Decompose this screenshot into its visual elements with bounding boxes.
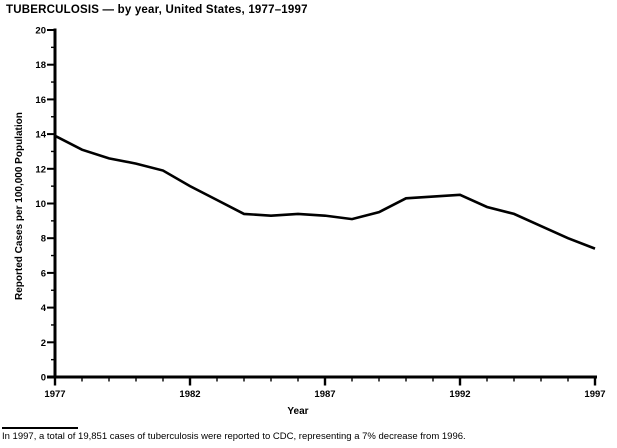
x-tick-label: 1997	[584, 389, 605, 400]
y-tick-label: 16	[35, 95, 46, 106]
y-tick-label: 4	[41, 303, 47, 314]
footnote-rule	[2, 427, 78, 429]
y-tick-label: 18	[35, 60, 46, 71]
footnote-text: In 1997, a total of 19,851 cases of tube…	[2, 431, 466, 442]
y-tick-label: 8	[41, 234, 46, 245]
y-tick-label: 0	[41, 373, 46, 384]
chart-title: TUBERCULOSIS — by year, United States, 1…	[6, 4, 308, 16]
y-tick-label: 10	[35, 199, 46, 210]
x-tick-label: 1977	[44, 389, 65, 400]
y-tick-label: 20	[35, 26, 46, 37]
x-tick-label: 1992	[449, 389, 470, 400]
y-tick-label: 6	[41, 268, 46, 279]
x-axis-label: Year	[287, 406, 309, 417]
y-tick-label: 14	[35, 130, 46, 141]
y-tick-label: 2	[41, 338, 46, 349]
y-tick-label: 12	[35, 164, 46, 175]
x-tick-label: 1982	[179, 389, 200, 400]
tb-rate-series-line	[54, 134, 596, 250]
x-tick-label: 1987	[314, 389, 335, 400]
